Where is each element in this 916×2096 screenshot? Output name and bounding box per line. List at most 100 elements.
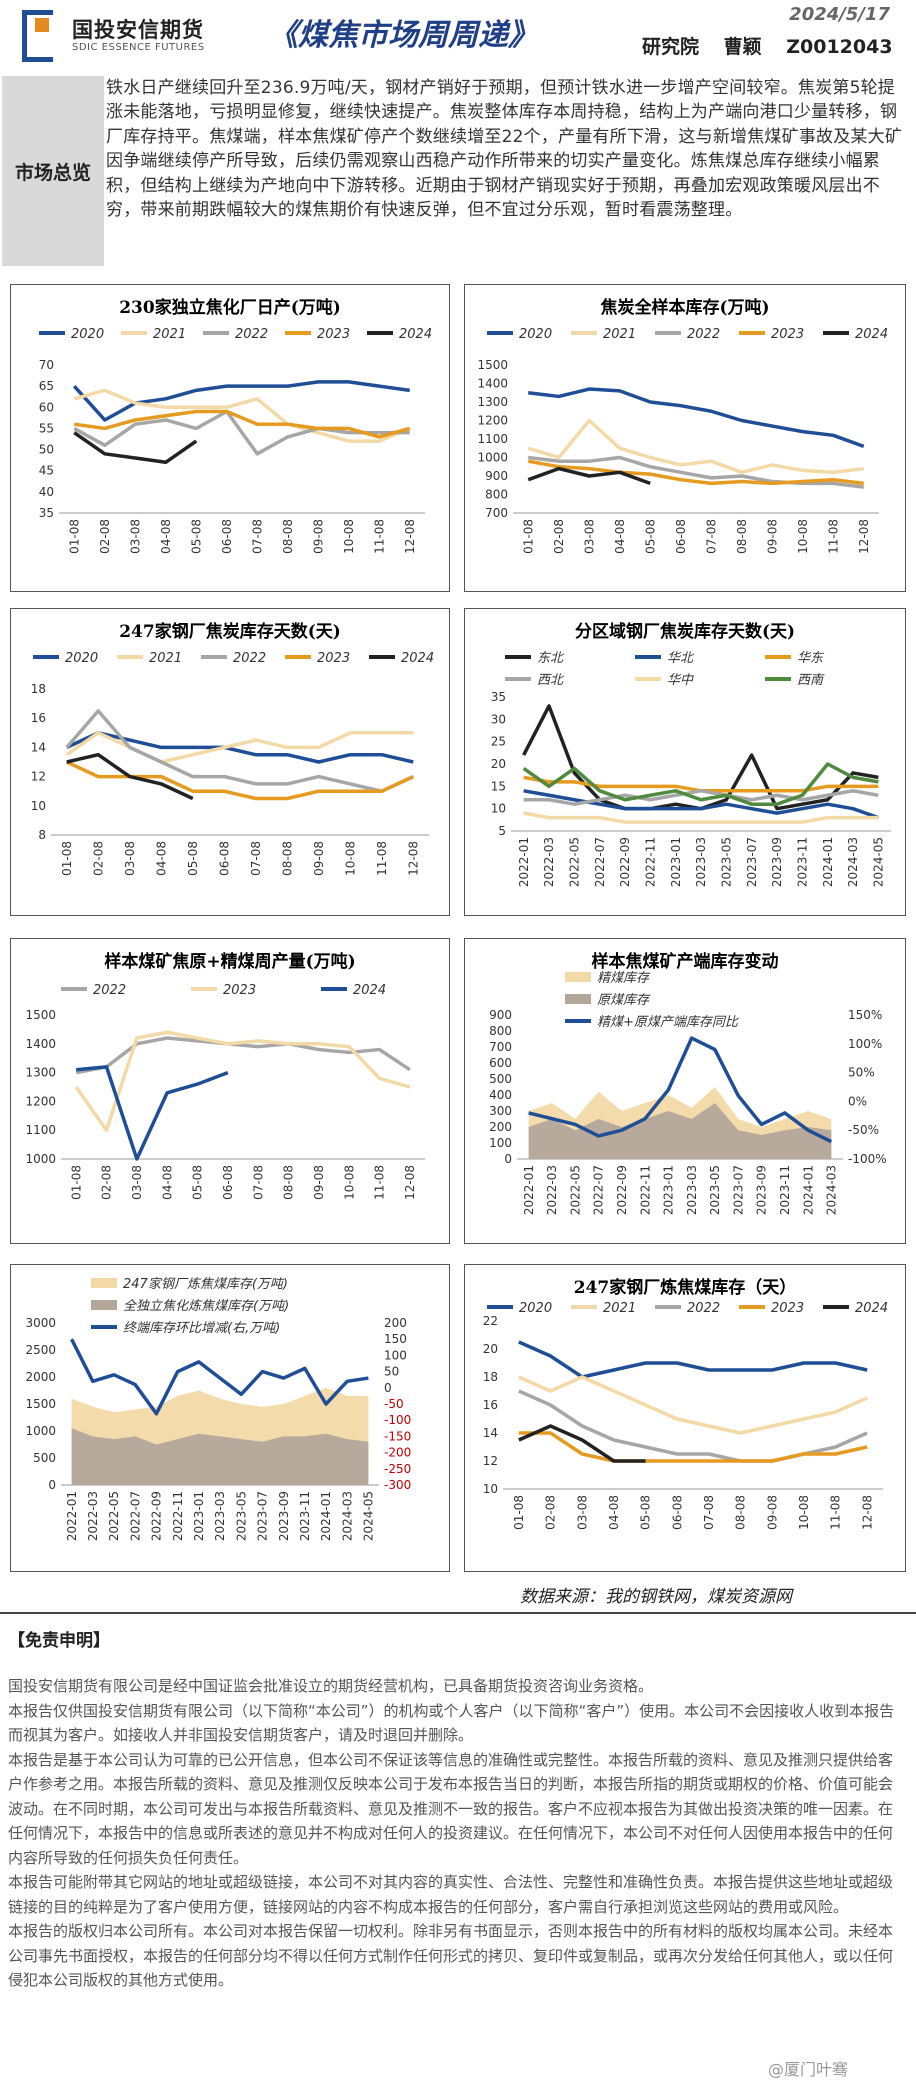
- x-tick-label: 2023-07: [256, 1491, 270, 1541]
- legend-label: 西南: [797, 673, 825, 688]
- x-tick-label: 2024-05: [362, 1491, 376, 1541]
- y-tick-label: 22: [483, 1314, 498, 1328]
- x-tick-label: 05-08: [639, 1495, 653, 1530]
- series-line: [528, 387, 865, 449]
- legend-label: 2021: [153, 327, 186, 342]
- x-tick-label: 2022-01: [65, 1491, 79, 1541]
- legend-label: 2024: [855, 1301, 888, 1316]
- legend-label: 2024: [855, 327, 888, 342]
- x-tick-label: 03-08: [582, 519, 596, 554]
- x-tick-label: 06-08: [670, 1495, 684, 1530]
- y-tick-label: 35: [491, 690, 506, 704]
- y-tick-label: 3000: [25, 1316, 56, 1330]
- chart-panel-1: 230家独立焦化厂日产(万吨) 2020 2021 2022 2023 2024 35 40 4…: [10, 284, 450, 592]
- y-tick-label: 15: [491, 779, 506, 793]
- x-tick-label: 04-08: [613, 519, 627, 554]
- summary-text: 铁水日产继续回升至236.9万吨/天，钢材产销好于预期，但预计铁水进一步增产空间…: [106, 78, 903, 221]
- y-tick-label: 0: [48, 1478, 56, 1492]
- report-author: 研究院 曹颖 Z0012043: [642, 36, 893, 58]
- logo-icon: [22, 10, 53, 62]
- series-line: [527, 418, 864, 475]
- chart-title: 分区域钢厂焦炭库存天数(天): [575, 621, 795, 642]
- series-line: [518, 1431, 868, 1463]
- x-tick-label: 06-08: [674, 519, 688, 554]
- legend-label: 华东: [797, 651, 825, 666]
- x-tick-label: 09-08: [312, 841, 326, 876]
- y-tick-label: 55: [39, 421, 54, 435]
- y-tick-label: 25: [491, 735, 506, 749]
- legend-label: 2020: [519, 327, 552, 342]
- x-tick-label: 04-08: [160, 1165, 174, 1200]
- x-tick-label: 2024-03: [825, 1165, 839, 1215]
- chart-panel-8: 247家钢厂炼焦煤库存（天） 2020 2021 2022 2023 2024 10 12 14…: [464, 1264, 906, 1572]
- report-header: 国投安信期货 SDIC ESSENCE FUTURES 《煤焦市场周周递》 20…: [0, 0, 916, 72]
- y-tick-label: 60: [39, 400, 54, 414]
- x-tick-label: 2022-05: [107, 1491, 121, 1541]
- x-tick-label: 12-08: [857, 519, 871, 554]
- x-tick-label: 2024-03: [846, 837, 860, 887]
- x-tick-label: 10-08: [342, 1165, 356, 1200]
- x-tick-label: 10-08: [797, 1495, 811, 1530]
- x-tick-label: 03-08: [128, 519, 142, 554]
- legend-label: 2024: [353, 983, 386, 998]
- y2-tick-label: -50: [384, 1397, 404, 1411]
- legend-swatch: [91, 1300, 117, 1310]
- x-tick-label: 05-08: [643, 519, 657, 554]
- x-tick-label: 06-08: [220, 519, 234, 554]
- y2-tick-label: -300: [384, 1478, 411, 1492]
- legend-label: 2022: [233, 651, 266, 666]
- x-tick-label: 06-08: [221, 1165, 235, 1200]
- x-tick-label: 2022-09: [150, 1491, 164, 1541]
- series-line: [66, 752, 194, 801]
- y-tick-label: 300: [489, 1104, 512, 1118]
- report-title: 《煤焦市场周周递》: [268, 18, 538, 53]
- x-tick-label: 12-08: [403, 1165, 417, 1200]
- y-tick-label: 700: [485, 506, 508, 520]
- x-tick-label: 09-08: [312, 1165, 326, 1200]
- x-tick-label: 2022-03: [542, 837, 556, 887]
- chart-title: 247家钢厂焦炭库存天数(天): [119, 621, 341, 642]
- y-tick-label: 1200: [477, 414, 508, 428]
- y-tick-label: 35: [39, 506, 54, 520]
- x-tick-label: 01-08: [512, 1495, 526, 1530]
- chart-steel-coke-days: 247家钢厂焦炭库存天数(天) 2020 2021 2022 2023 2024 8 10 12…: [31, 621, 434, 876]
- x-tick-label: 2022-07: [128, 1491, 142, 1541]
- series-line: [527, 459, 864, 486]
- chart-title: 样本焦煤矿产端库存变动: [592, 951, 779, 972]
- chart-title: 样本煤矿焦原+精煤周产量(万吨): [104, 951, 355, 972]
- legend-label: 精煤+原煤产端库存同比: [597, 1015, 739, 1030]
- y-tick-label: 1300: [477, 395, 508, 409]
- disclaimer-para: 本报告可能附带其它网站的地址或超级链接，本公司不对其内容的真实性、合法性、完整性…: [8, 1873, 894, 1916]
- series-line: [523, 775, 879, 793]
- legend-label: 2023: [223, 983, 256, 998]
- y-tick-label: 500: [33, 1451, 56, 1465]
- series-line: [66, 760, 414, 801]
- x-tick-label: 04-08: [607, 1495, 621, 1530]
- y-tick-label: 900: [489, 1008, 512, 1022]
- x-tick-label: 04-08: [154, 841, 168, 876]
- legend-label: 2023: [317, 327, 350, 342]
- series-line: [518, 1375, 868, 1435]
- x-tick-label: 2022-11: [644, 837, 658, 887]
- chart-title: 焦炭全样本库存(万吨): [599, 297, 769, 318]
- x-tick-label: 04-08: [159, 519, 173, 554]
- legend-label: 2023: [317, 651, 350, 666]
- x-tick-label: 08-08: [735, 519, 749, 554]
- series-line: [528, 455, 864, 489]
- y-tick-label: 10: [31, 799, 46, 813]
- y-tick-label: 700: [489, 1040, 512, 1054]
- legend-label: 2024: [399, 327, 432, 342]
- x-tick-label: 08-08: [734, 1495, 748, 1530]
- y2-tick-label: -50%: [848, 1123, 879, 1137]
- series-line: [523, 789, 879, 806]
- legend-label: 247家钢厂炼焦煤库存(万吨): [123, 1276, 288, 1292]
- y-tick-label: 65: [39, 379, 54, 393]
- y-tick-label: 1300: [25, 1066, 56, 1080]
- y-tick-label: 1000: [25, 1152, 56, 1166]
- legend-label: 华中: [667, 673, 694, 688]
- x-tick-label: 2024-01: [319, 1491, 333, 1541]
- y-tick-label: 16: [31, 711, 46, 725]
- legend-label: 2020: [65, 651, 98, 666]
- y-tick-label: 5: [498, 824, 506, 838]
